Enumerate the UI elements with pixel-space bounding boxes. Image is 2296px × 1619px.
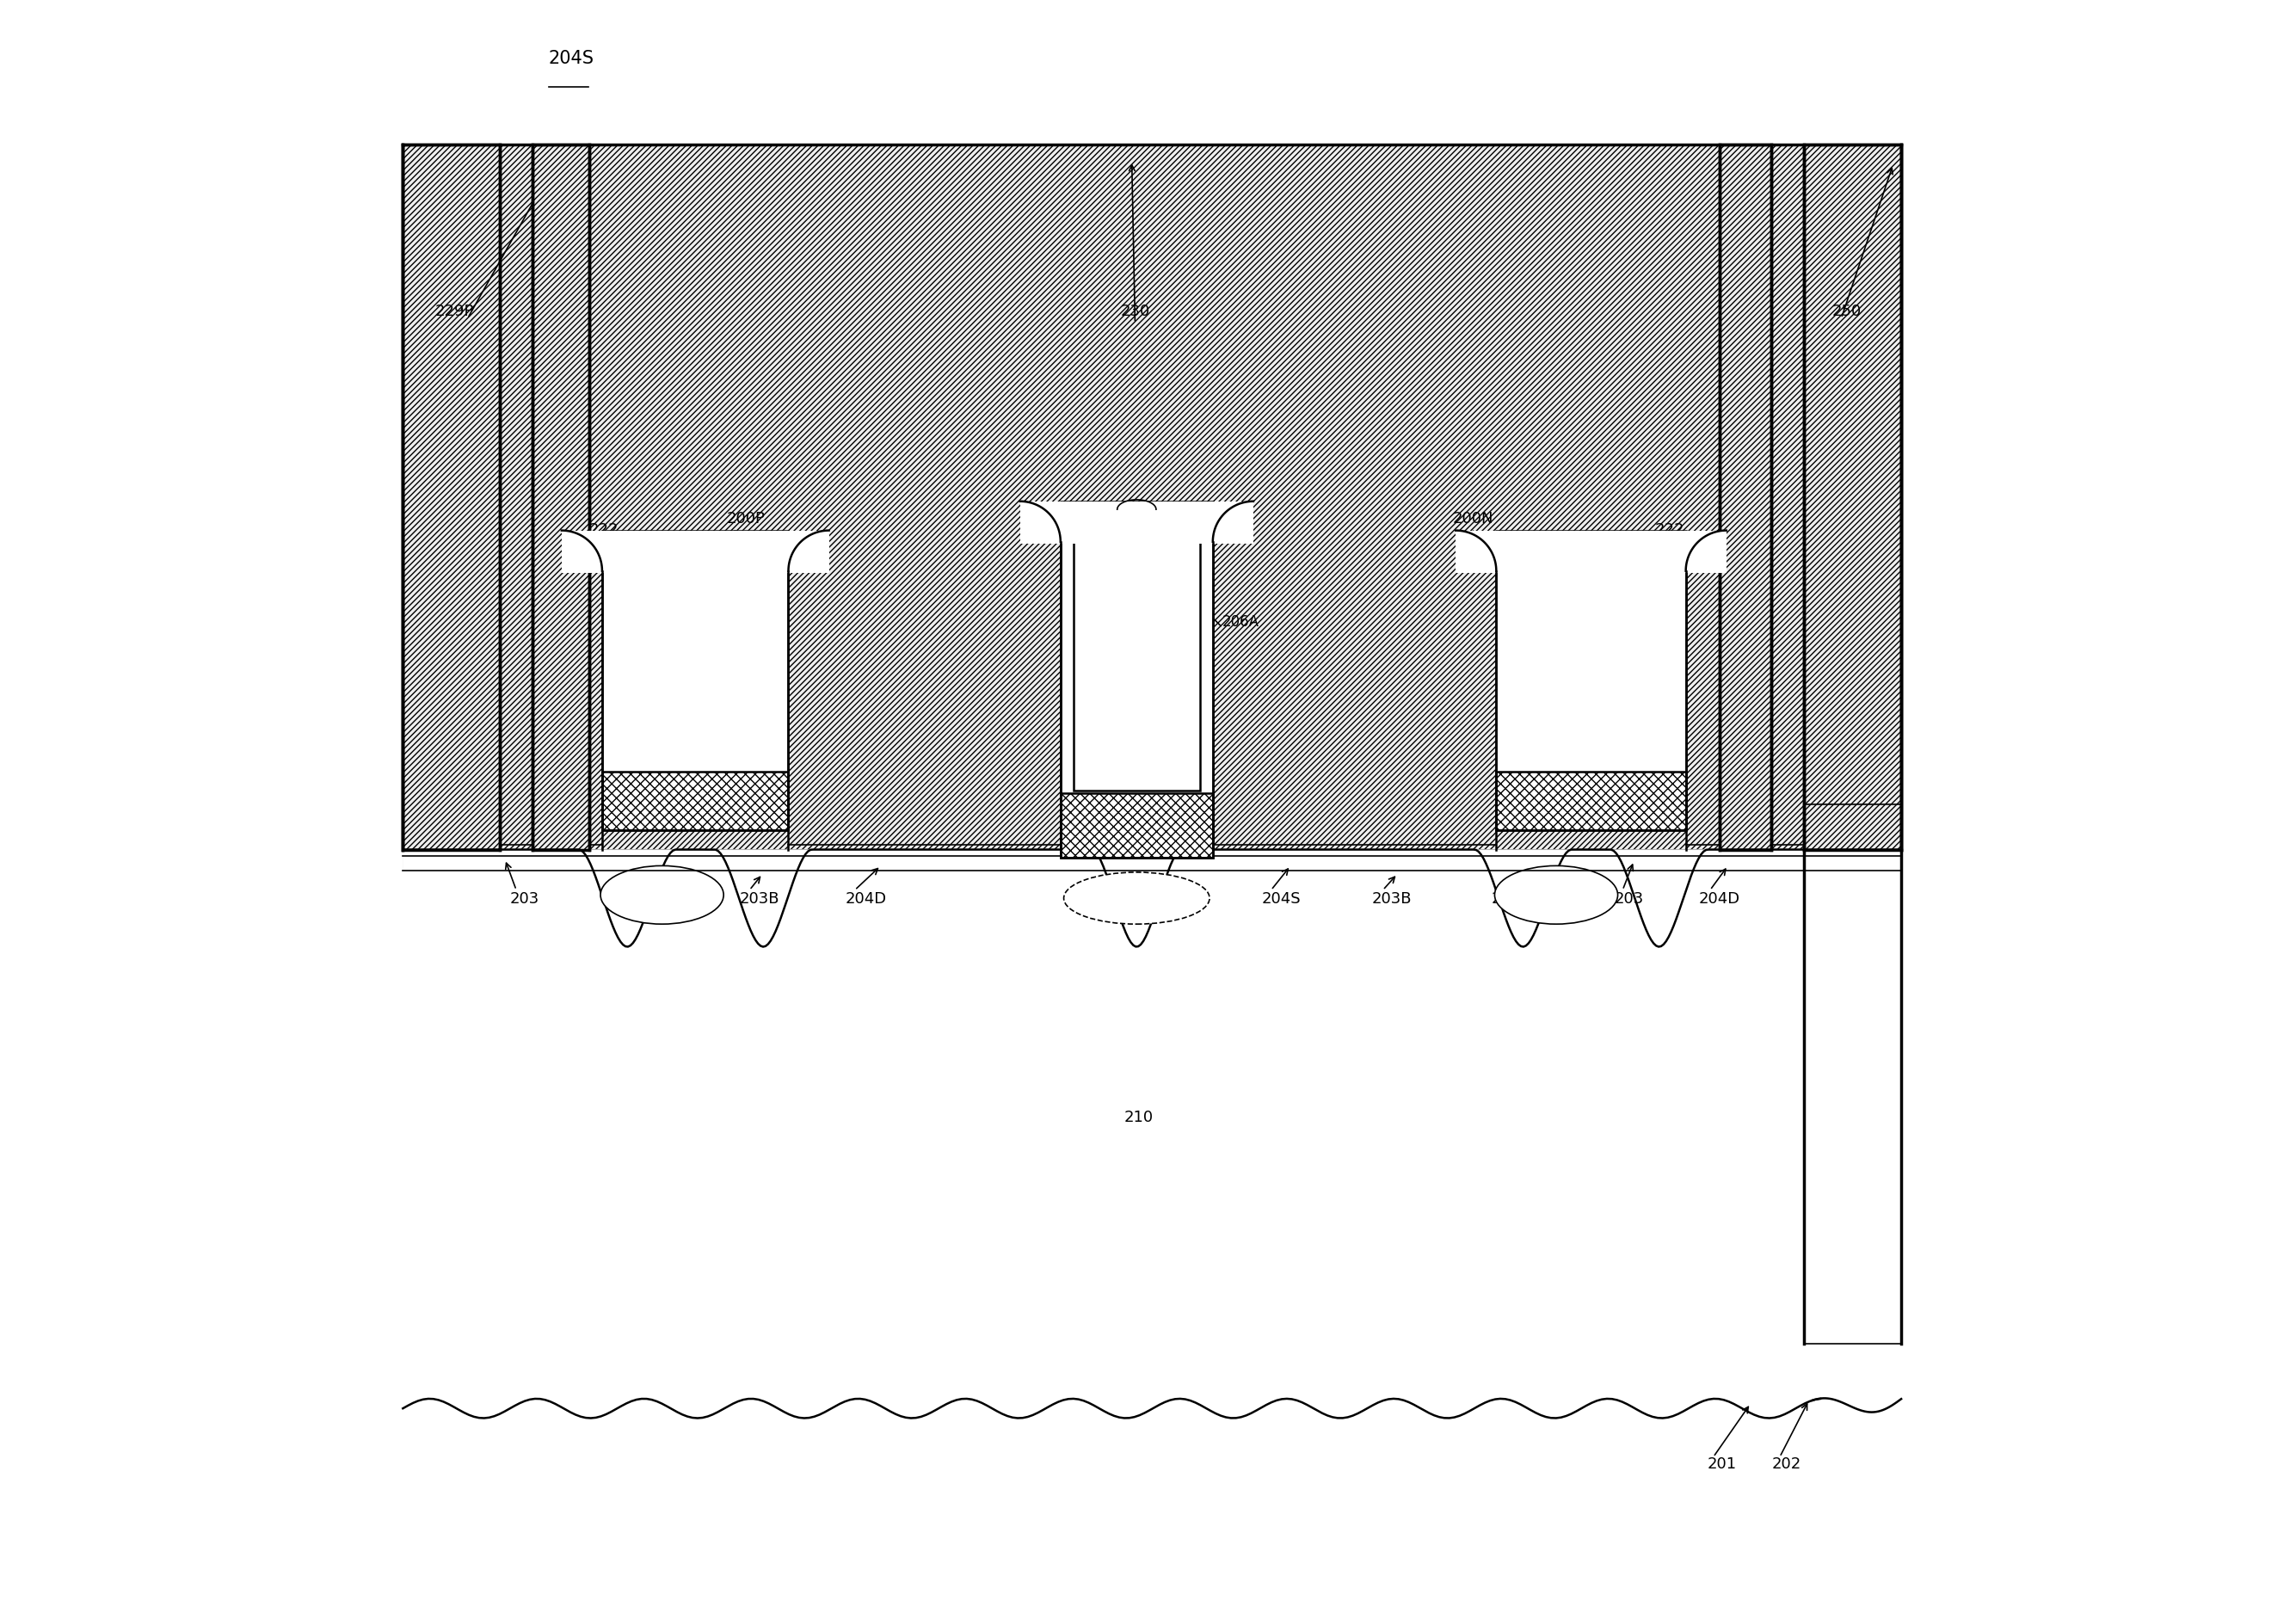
Text: 229P: 229P <box>436 303 475 319</box>
Text: 206A: 206A <box>1221 614 1261 630</box>
Text: 222: 222 <box>1655 521 1685 538</box>
Bar <box>1061 793 1212 858</box>
Text: 202P: 202P <box>618 890 657 907</box>
Bar <box>402 856 1901 871</box>
Text: 230: 230 <box>1120 303 1150 319</box>
Bar <box>1497 772 1685 831</box>
Text: 204D: 204D <box>1699 890 1740 907</box>
Text: 200P: 200P <box>728 510 765 526</box>
Ellipse shape <box>1063 873 1210 924</box>
Text: 222: 222 <box>590 521 620 538</box>
Text: 205: 205 <box>645 680 675 696</box>
Bar <box>602 772 788 831</box>
Bar <box>533 146 590 850</box>
Bar <box>1061 502 1212 858</box>
Text: 250: 250 <box>1832 303 1862 319</box>
Text: 202N: 202N <box>1492 890 1531 907</box>
Bar <box>1720 146 1773 850</box>
Bar <box>563 531 829 573</box>
Bar <box>1075 515 1201 790</box>
Bar <box>1805 146 1901 850</box>
Bar <box>1019 502 1254 544</box>
Bar <box>1061 793 1212 858</box>
Text: 201: 201 <box>1706 1455 1736 1472</box>
Ellipse shape <box>602 866 723 924</box>
Bar <box>533 146 590 850</box>
Text: 203: 203 <box>510 890 540 907</box>
Text: 208: 208 <box>1173 510 1201 526</box>
Text: 205: 205 <box>1552 680 1582 696</box>
Text: 203: 203 <box>1614 890 1644 907</box>
Ellipse shape <box>1495 866 1619 924</box>
Bar <box>402 146 501 850</box>
Text: 204S: 204S <box>549 50 595 66</box>
Bar <box>1497 772 1685 831</box>
Text: 204D: 204D <box>845 890 886 907</box>
Text: 203B: 203B <box>1371 890 1412 907</box>
Text: 210: 210 <box>1123 1109 1153 1125</box>
Text: 229N: 229N <box>1720 303 1761 319</box>
Bar <box>402 146 1901 850</box>
Bar <box>602 772 788 831</box>
Bar <box>402 146 501 850</box>
Bar <box>402 850 1901 1425</box>
Bar <box>602 531 788 831</box>
Bar <box>1497 531 1685 831</box>
Bar <box>1805 146 1901 850</box>
Bar <box>1720 146 1773 850</box>
Text: 202B: 202B <box>1079 890 1118 907</box>
Text: 204S: 204S <box>1261 890 1300 907</box>
Text: 205A: 205A <box>1068 685 1107 701</box>
Bar <box>1456 531 1727 573</box>
Text: 200N: 200N <box>1453 510 1492 526</box>
Text: 203B: 203B <box>739 890 781 907</box>
Text: 202: 202 <box>1773 1455 1800 1472</box>
Bar <box>402 146 1901 850</box>
